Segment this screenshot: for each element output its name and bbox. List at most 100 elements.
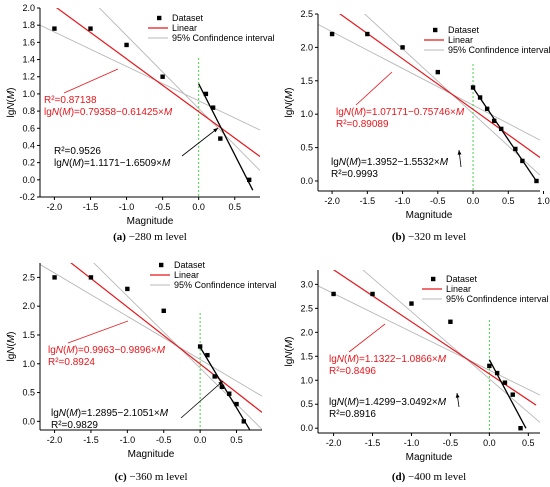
y-tick-label: 1.0 xyxy=(22,89,35,99)
x-tick-label: 1.0 xyxy=(537,196,550,206)
y-axis-title: lgN(M) xyxy=(284,87,295,117)
y-tick-label: 1.5 xyxy=(300,351,313,361)
linear-fit-line xyxy=(56,8,260,157)
segment-fit-pointer xyxy=(181,127,219,157)
confidence-band-line-1 xyxy=(40,24,260,131)
y-tick-label: 2.0 xyxy=(22,301,35,311)
linear-fit-pointer xyxy=(67,320,129,344)
linear-fit-line xyxy=(70,263,262,413)
segment-fit-arrowhead xyxy=(457,150,462,155)
plot-area xyxy=(40,263,262,430)
data-point xyxy=(329,31,335,37)
segment-fit-line xyxy=(198,83,254,191)
legend-label-linear: Linear xyxy=(172,23,197,33)
data-point xyxy=(513,146,518,152)
data-point xyxy=(241,419,247,424)
linear-fit-equation: lgN(M)=0.9963−0.9896×M xyxy=(48,345,166,356)
y-tick-label: 0.5 xyxy=(300,143,313,153)
data-point xyxy=(494,370,500,376)
x-tick-label: -0.5 xyxy=(156,435,172,445)
confidence-band-line-2 xyxy=(364,14,540,176)
x-tick-label: -1.5 xyxy=(365,438,381,448)
y-tick-label: 1.5 xyxy=(300,76,313,86)
y-tick-label: 0.0 xyxy=(300,423,313,433)
linear-fit-equation: lgN(M)=1.1322−1.0866×M xyxy=(329,354,447,365)
linear-fit-line xyxy=(332,270,537,406)
legend-label-dataset: Dataset xyxy=(174,260,206,270)
x-tick-label: -1.5 xyxy=(83,435,99,445)
legend-marker-dataset xyxy=(433,27,438,33)
x-tick-label: -0.5 xyxy=(430,196,446,206)
linear-fit-pointer xyxy=(348,323,386,353)
y-tick-label: 2.5 xyxy=(22,272,35,282)
y-tick-label: 2.0 xyxy=(22,3,35,13)
data-point xyxy=(125,286,130,292)
y-tick-label: 1.2 xyxy=(22,72,35,82)
linear-fit-pointer xyxy=(355,71,393,106)
chart-panel-2: -2.0 -1.5 -1.0 -0.5 0.0 0.5 1.0 0.0 0.5 1.0 1.5 2.0… xyxy=(284,9,550,243)
x-tick-label: -1.0 xyxy=(404,438,420,448)
segment-fit-equation: lgN(M)=1.1171−1.6509×M xyxy=(54,158,171,169)
chart-panel-1: -2.0 -1.5 -1.0 -0.5 0.0 0.5 -0.2 0.0 0.2 0.4 0.6 0.… xyxy=(6,3,275,243)
data-point xyxy=(510,392,515,397)
x-tick-label: -2.0 xyxy=(326,438,342,448)
x-tick-label: 0.0 xyxy=(194,435,207,445)
segment-fit-equation: lgN(M)=1.4299−3.0492×M xyxy=(329,397,447,408)
y-tick-label: 0.4 xyxy=(22,140,35,150)
y-tick-label: -0.2 xyxy=(19,192,35,202)
data-point xyxy=(400,45,405,50)
y-tick-label: 2.5 xyxy=(300,303,313,313)
y-tick-label: 2.5 xyxy=(300,9,313,19)
legend-label-dataset: Dataset xyxy=(448,25,480,35)
data-point xyxy=(227,391,232,396)
panel-caption: (c) −360 m level xyxy=(114,471,187,483)
data-point xyxy=(502,380,508,385)
segment-fit-equation: lgN(M)=1.3952−1.5532×M xyxy=(331,157,449,168)
y-tick-label: 0.8 xyxy=(22,106,35,116)
plot-area xyxy=(318,14,540,191)
data-point xyxy=(52,26,57,31)
data-point xyxy=(203,91,209,97)
segment-fit-pointer xyxy=(180,380,224,419)
data-point xyxy=(212,374,217,379)
x-tick-label: -2.0 xyxy=(47,202,63,212)
x-tick-label: -1.0 xyxy=(395,196,411,206)
legend-label-confidence: 95% Confindence interval xyxy=(174,280,277,290)
panel-caption: (d) −400 m level xyxy=(392,471,466,483)
y-tick-label: 1.6 xyxy=(22,37,35,47)
segment-fit-line xyxy=(488,359,527,429)
legend-marker-dataset xyxy=(159,262,164,268)
y-tick-label: 0.0 xyxy=(22,175,35,185)
data-point xyxy=(499,126,504,132)
data-point xyxy=(518,426,523,431)
confidence-band-line-2 xyxy=(362,270,540,423)
data-point xyxy=(161,308,166,313)
segment-fit-arrowhead xyxy=(455,393,460,398)
legend-label-confidence: 95% Confindence interval xyxy=(446,294,549,304)
x-tick-label: -0.5 xyxy=(443,438,459,448)
plot-area xyxy=(40,8,260,197)
segment-fit-r2: R²=0.9829 xyxy=(51,420,98,431)
y-tick-label: 1.5 xyxy=(22,330,35,340)
y-tick-label: 1.0 xyxy=(300,375,313,385)
data-point xyxy=(205,352,210,358)
x-tick-label: 0.0 xyxy=(483,438,496,448)
data-point xyxy=(477,95,483,100)
legend-label-linear: Linear xyxy=(174,270,199,280)
linear-fit-r2: R²=0.8496 xyxy=(329,366,376,377)
linear-fit-pointer xyxy=(63,68,119,94)
y-tick-label: 0.6 xyxy=(22,123,35,133)
segment-fit-line xyxy=(199,346,251,430)
x-axis-title: Magnitude xyxy=(127,216,174,227)
legend-marker-dataset xyxy=(157,15,162,21)
data-point xyxy=(88,275,94,280)
legend-label-linear: Linear xyxy=(446,284,471,294)
chart-panel-3: -2.0 -1.5 -1.0 -0.5 0.0 0.5 0.0 0.5 1.0 1.5 2.0 2.5… xyxy=(6,260,277,483)
linear-fit-equation: lgN(M)=0.79358−0.61425×M xyxy=(44,107,173,118)
legend-marker-dataset xyxy=(431,276,436,282)
x-tick-label: -1.0 xyxy=(120,435,136,445)
x-axis-title: Magnitude xyxy=(406,210,453,221)
y-tick-label: 2.0 xyxy=(300,42,313,52)
segment-fit-r2: R²=0.9526 xyxy=(54,146,101,157)
